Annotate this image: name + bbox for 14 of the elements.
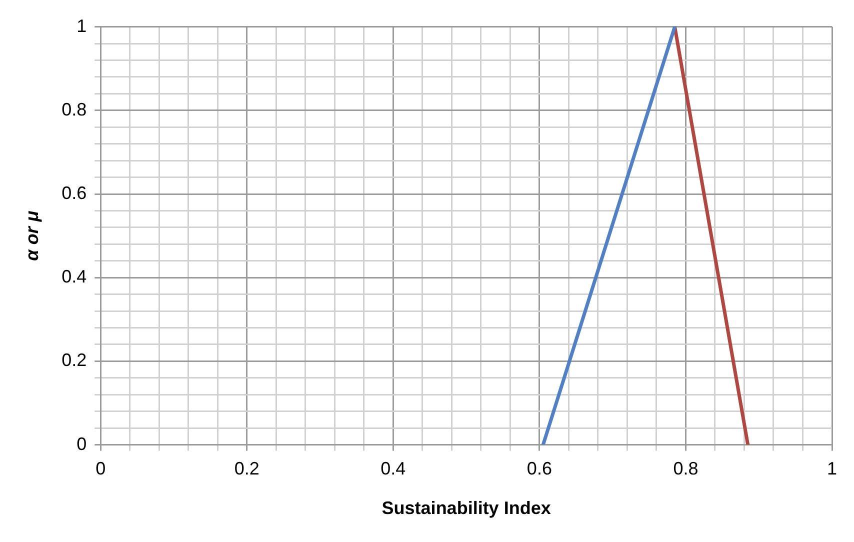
x-tick-label: 0.2 [234, 458, 260, 479]
y-tick-label: 0 [76, 434, 87, 454]
y-tick-label: 0.6 [62, 182, 87, 203]
x-tick-label: 0 [96, 458, 106, 479]
x-tick-label: 1 [826, 458, 838, 479]
x-tick-label: 0.4 [380, 458, 406, 479]
y-tick-label: 1 [76, 16, 87, 36]
y-axis-title: α or μ [22, 210, 42, 261]
x-tick-label: 0.6 [526, 458, 552, 479]
y-tick-label: 0.8 [62, 99, 87, 120]
y-tick-label: 0.2 [62, 350, 87, 370]
x-axis-title: Sustainability Index [382, 498, 551, 518]
y-tick-label: 0.4 [62, 266, 87, 287]
x-tick-label: 0.8 [673, 458, 698, 479]
